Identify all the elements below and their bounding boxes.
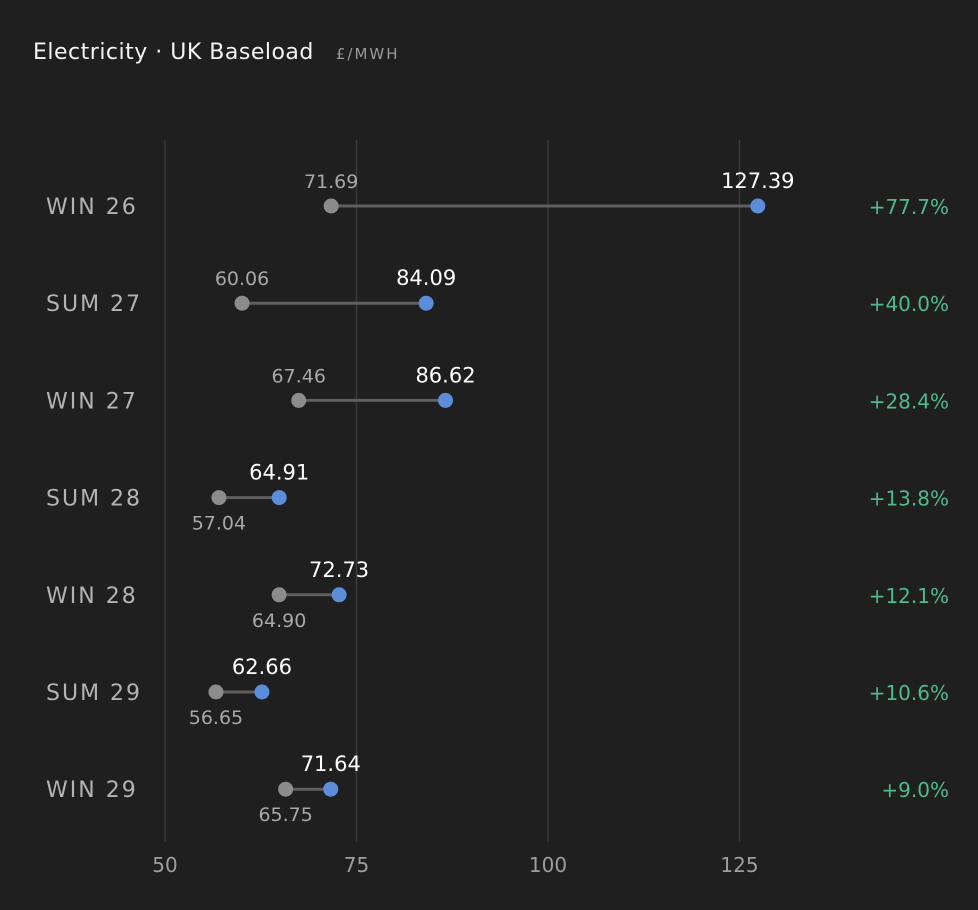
- start-value-label: 56.65: [189, 707, 243, 729]
- change-percent: +13.8%: [869, 487, 949, 511]
- end-point: [331, 587, 347, 603]
- start-value-label: 57.04: [192, 513, 246, 535]
- start-point: [211, 490, 227, 506]
- end-point: [418, 295, 434, 311]
- chart-unit: £/MWH: [335, 45, 400, 63]
- chart-header: Electricity · UK Baseload £/MWH: [33, 40, 400, 65]
- x-tick-label: 75: [344, 853, 369, 877]
- row-label: SUM 28: [46, 487, 142, 512]
- change-percent: +77.7%: [869, 195, 949, 219]
- start-point: [278, 781, 294, 797]
- end-point: [323, 781, 339, 797]
- end-point: [750, 198, 766, 214]
- x-tick-label: 125: [720, 853, 758, 877]
- start-point: [291, 392, 307, 408]
- row-label: WIN 28: [46, 584, 138, 609]
- start-point: [208, 684, 224, 700]
- end-value-label: 127.39: [721, 169, 794, 193]
- change-percent: +10.6%: [869, 681, 949, 705]
- start-value-label: 65.75: [258, 804, 312, 826]
- start-value-label: 71.69: [304, 171, 358, 193]
- x-tick-label: 50: [152, 853, 177, 877]
- row-label: SUM 27: [46, 292, 142, 317]
- end-value-label: 64.91: [249, 461, 309, 485]
- change-percent: +12.1%: [869, 584, 949, 608]
- end-point: [271, 490, 287, 506]
- change-percent: +9.0%: [881, 778, 949, 802]
- row-label: WIN 26: [46, 195, 138, 220]
- row-label: SUM 29: [46, 681, 142, 706]
- x-tick-label: 100: [529, 853, 567, 877]
- start-value-label: 64.90: [252, 610, 306, 632]
- end-point: [254, 684, 270, 700]
- change-percent: +28.4%: [869, 389, 949, 413]
- end-value-label: 71.64: [301, 752, 361, 776]
- start-value-label: 67.46: [272, 365, 326, 387]
- chart-title: Electricity · UK Baseload: [33, 40, 314, 65]
- change-percent: +40.0%: [869, 292, 949, 316]
- end-value-label: 62.66: [232, 655, 292, 679]
- end-value-label: 86.62: [415, 363, 475, 387]
- start-value-label: 60.06: [215, 268, 269, 290]
- start-point: [234, 295, 250, 311]
- row-label: WIN 27: [46, 389, 138, 414]
- end-value-label: 84.09: [396, 266, 456, 290]
- start-point: [323, 198, 339, 214]
- end-value-label: 72.73: [309, 558, 369, 582]
- start-point: [271, 587, 287, 603]
- end-point: [438, 392, 454, 408]
- row-label: WIN 29: [46, 778, 138, 803]
